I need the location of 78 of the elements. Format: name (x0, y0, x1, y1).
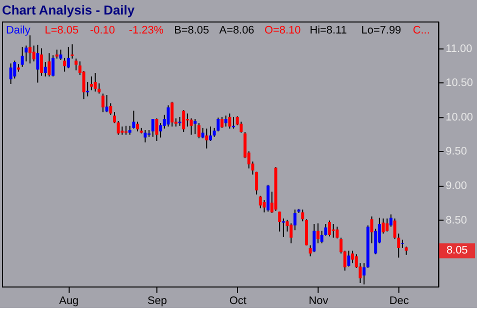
candlestick (362, 262, 366, 285)
x-tick-label: Aug (59, 294, 79, 307)
candlestick (190, 118, 193, 136)
y-tick-label: 10.50 (446, 77, 474, 90)
annotation: B=8.05 (174, 24, 210, 37)
candlestick (312, 223, 316, 253)
y-tick-label: 11.00 (446, 42, 472, 55)
x-tick-label: Sep (147, 294, 167, 307)
candlestick (116, 120, 120, 136)
annotation: Daily (6, 24, 31, 37)
candlestick (382, 218, 385, 234)
y-tick-label: 8.50 (446, 214, 467, 226)
candlestick (44, 62, 47, 77)
candlestick (66, 46, 70, 69)
candlestick (182, 110, 186, 133)
candlestick (194, 118, 197, 135)
annotation: L=8.05 (44, 24, 79, 37)
candlestick (59, 49, 62, 60)
y-tick-label: 9.00 (446, 180, 467, 192)
candlestick (151, 118, 154, 138)
candlestick (40, 48, 44, 76)
x-tick-label: Oct (229, 294, 246, 307)
annotation: -0.10 (90, 24, 115, 37)
candlestick (220, 116, 224, 128)
candlestick (386, 218, 389, 232)
annotation: Lo=7.99 (361, 24, 402, 37)
candlestick (293, 209, 296, 231)
candlestick (278, 211, 282, 232)
candlestick (28, 34, 32, 64)
x-tick-label: Dec (389, 294, 410, 307)
candlestick (351, 250, 354, 264)
candlestick (112, 112, 116, 124)
candlestick (205, 128, 208, 150)
candlestick (101, 93, 104, 113)
candlestick (228, 113, 232, 130)
annotation: O=8.10 (264, 24, 301, 37)
candlestick (105, 94, 108, 113)
chart-title: Chart Analysis - Daily (2, 2, 136, 18)
candlestick (52, 54, 55, 77)
text: 8.05 (446, 244, 468, 257)
candlestick (166, 104, 170, 128)
candlestick (63, 57, 66, 72)
candlestick (255, 171, 258, 195)
candlestick (159, 122, 162, 138)
candlestick (20, 46, 24, 68)
x-tick-label: Nov (308, 294, 329, 307)
candlestick (197, 122, 200, 139)
candlestick (70, 44, 74, 60)
candlestick (332, 223, 335, 238)
candlestick (48, 52, 51, 77)
candlestick (186, 113, 189, 128)
candlestick (262, 199, 266, 213)
candlestick (347, 250, 350, 268)
annotation: -1.23% (128, 24, 164, 37)
candlestick (224, 115, 228, 128)
y-tick-label: 9.50 (446, 146, 467, 158)
candlestick (144, 129, 147, 143)
candlestick (90, 76, 93, 91)
candlestick (328, 220, 332, 237)
candlestick (258, 195, 262, 209)
candlestick (316, 222, 320, 244)
candlestick (74, 58, 78, 71)
candlestick (336, 226, 339, 239)
annotation: A=8.06 (219, 24, 254, 37)
candlestick (208, 126, 212, 142)
text: C... (412, 24, 430, 37)
candlestick (136, 121, 140, 132)
candlestick (290, 222, 293, 244)
candlestick (389, 214, 392, 228)
candlestick (36, 44, 40, 84)
candlestick (374, 228, 378, 255)
y-tick-label: 10.00 (446, 111, 474, 124)
candlestick (9, 62, 12, 85)
candlestick (155, 118, 158, 142)
annotation: Hi=8.11 (310, 24, 347, 37)
candlestick (301, 209, 304, 222)
candlestick (170, 101, 174, 128)
candlestick (94, 72, 97, 92)
